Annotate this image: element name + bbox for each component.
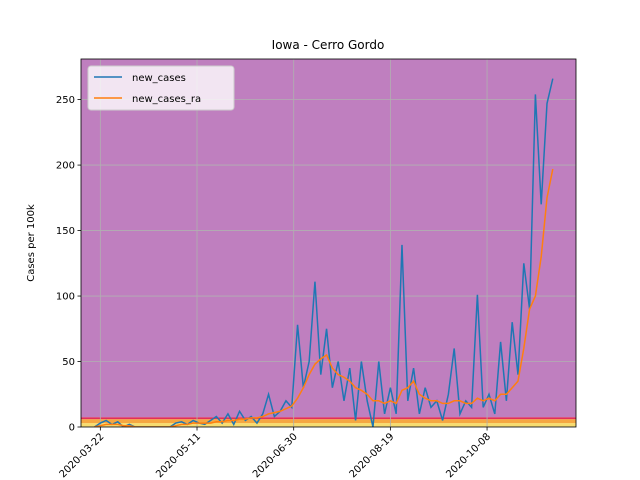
y-tick-label: 250 [56, 95, 75, 106]
band [81, 419, 576, 424]
band [81, 423, 576, 427]
plot [81, 59, 576, 427]
y-axis-label: Cases per 100k [26, 204, 37, 282]
legend-label: new_cases [132, 73, 186, 84]
y-tick-label: 50 [62, 357, 75, 368]
band [81, 417, 576, 420]
band [81, 59, 576, 418]
y-tick-label: 150 [56, 226, 75, 237]
x-tick-label: 2020-03-22 [58, 431, 107, 480]
x-tick-label: 2020-08-19 [348, 431, 397, 480]
y-tick-label: 100 [56, 292, 75, 303]
chart-title: Iowa - Cerro Gordo [272, 38, 385, 52]
y-tick-label: 200 [56, 161, 75, 172]
legend-label: new_cases_ra [132, 94, 201, 105]
y-tick-label: 0 [69, 423, 75, 434]
plot-frame [80, 58, 577, 428]
x-tick-label: 2020-05-11 [154, 431, 203, 480]
x-tick-label: 2020-06-30 [251, 431, 300, 480]
legend-box [87, 65, 235, 111]
x-tick-label: 2020-10-08 [444, 431, 493, 480]
